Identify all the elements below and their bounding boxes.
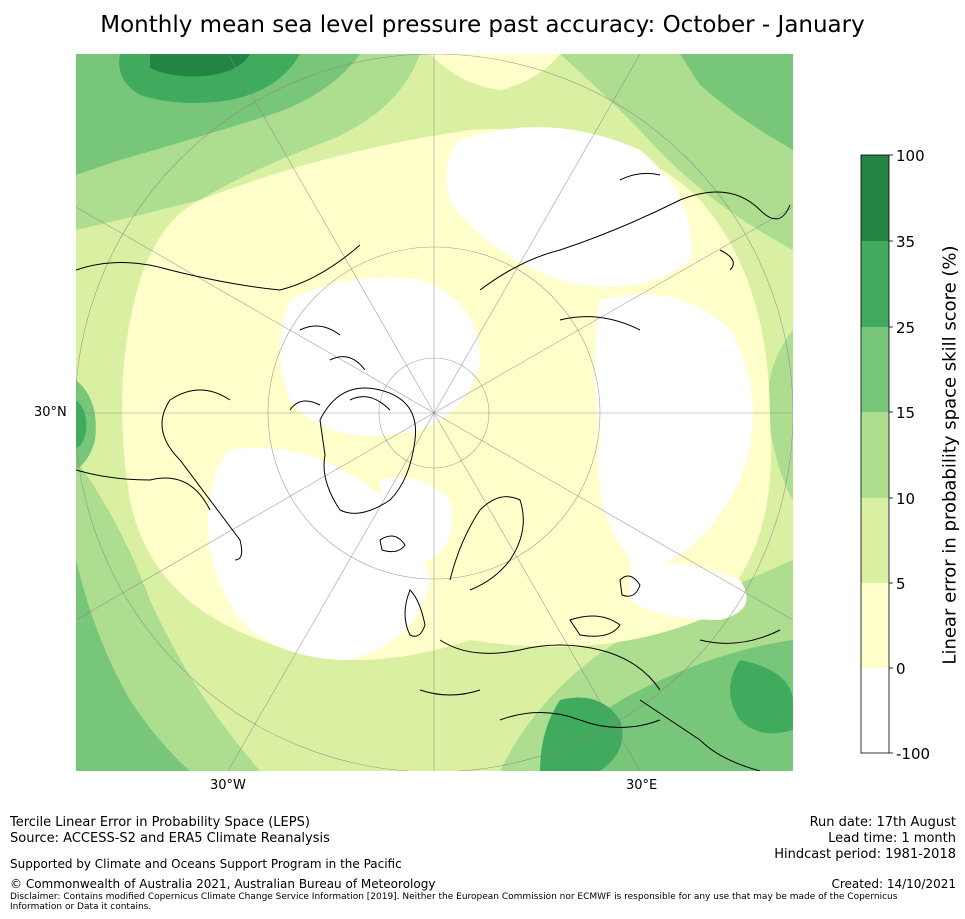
colorbar-segment-negative (861, 668, 889, 753)
graticule (76, 54, 793, 771)
footer-lead-time: Lead time: 1 month (828, 831, 956, 846)
colorbar (860, 154, 893, 754)
colorbar-segment-10-15 (861, 412, 889, 498)
coastline-greenland (319, 387, 417, 514)
colorbar-tick: -100 (896, 745, 931, 763)
coastlines (76, 172, 791, 771)
skill-region-negative (446, 127, 692, 287)
coastline-asia (479, 172, 791, 331)
skill-region-15-25 (680, 54, 793, 150)
skill-region-25-35 (540, 697, 623, 771)
colorbar-title: Linear error in probability space skill … (939, 245, 961, 665)
colorbar-tick: 10 (896, 490, 916, 508)
footer-created: Created: 14/10/2021 (831, 877, 956, 891)
coastline-scandinavia (449, 496, 524, 591)
footer-disclaimer: Disclaimer: Contains modified Copernicus… (10, 892, 898, 912)
coastline-middle-east (639, 629, 781, 771)
colorbar-tick: 15 (896, 404, 916, 422)
colorbar-tick: 0 (896, 660, 906, 678)
skill-region-negative (380, 477, 453, 560)
skill-region-negative (208, 448, 430, 660)
skill-region-15-25 (76, 560, 190, 771)
lon-label-30e: 30°E (626, 778, 658, 793)
map-title: Monthly mean sea level pressure past acc… (100, 12, 865, 38)
skill-region-10-15 (767, 330, 793, 500)
coastline-black-sea (569, 615, 621, 637)
footer-copyright: © Commonwealth of Australia 2021, Austra… (10, 877, 436, 891)
colorbar-segment-5-10 (861, 498, 889, 583)
footer-method: Tercile Linear Error in Probability Spac… (10, 815, 310, 830)
skill-region-negative (595, 294, 753, 570)
skill-region-25-35 (76, 400, 87, 448)
colorbar-tick: 25 (896, 319, 916, 337)
footer-run-date: Run date: 17th August (809, 815, 956, 830)
colorbar-segment-0-5 (861, 583, 889, 668)
skill-region-negative (280, 277, 480, 436)
coastline-arctic-islands (289, 325, 391, 411)
skill-region-negative (630, 560, 747, 620)
colorbar-tick: 35 (896, 233, 916, 251)
colorbar-segment-25-35 (861, 241, 889, 327)
skill-region-0-5 (430, 54, 560, 90)
skill-region-25-35 (730, 660, 793, 734)
colorbar-tick: 5 (896, 575, 906, 593)
footer-hindcast: Hindcast period: 1981-2018 (774, 847, 956, 862)
coastline-europe (419, 639, 661, 728)
footer-source: Source: ACCESS-S2 and ERA5 Climate Reana… (10, 831, 330, 846)
skill-region-35-100 (150, 54, 250, 77)
lat-label-30n: 30°N (34, 405, 67, 420)
coastline-uk-iceland (379, 535, 426, 637)
lon-label-30w: 30°W (210, 778, 246, 793)
colorbar-segment-15-25 (861, 327, 889, 412)
footer-support: Supported by Climate and Oceans Support … (10, 857, 402, 871)
colorbar-tick: 100 (896, 147, 925, 165)
coastline-caspian (619, 575, 641, 597)
coastline-north-america (76, 244, 361, 561)
colorbar-segment-35-100 (861, 155, 889, 241)
